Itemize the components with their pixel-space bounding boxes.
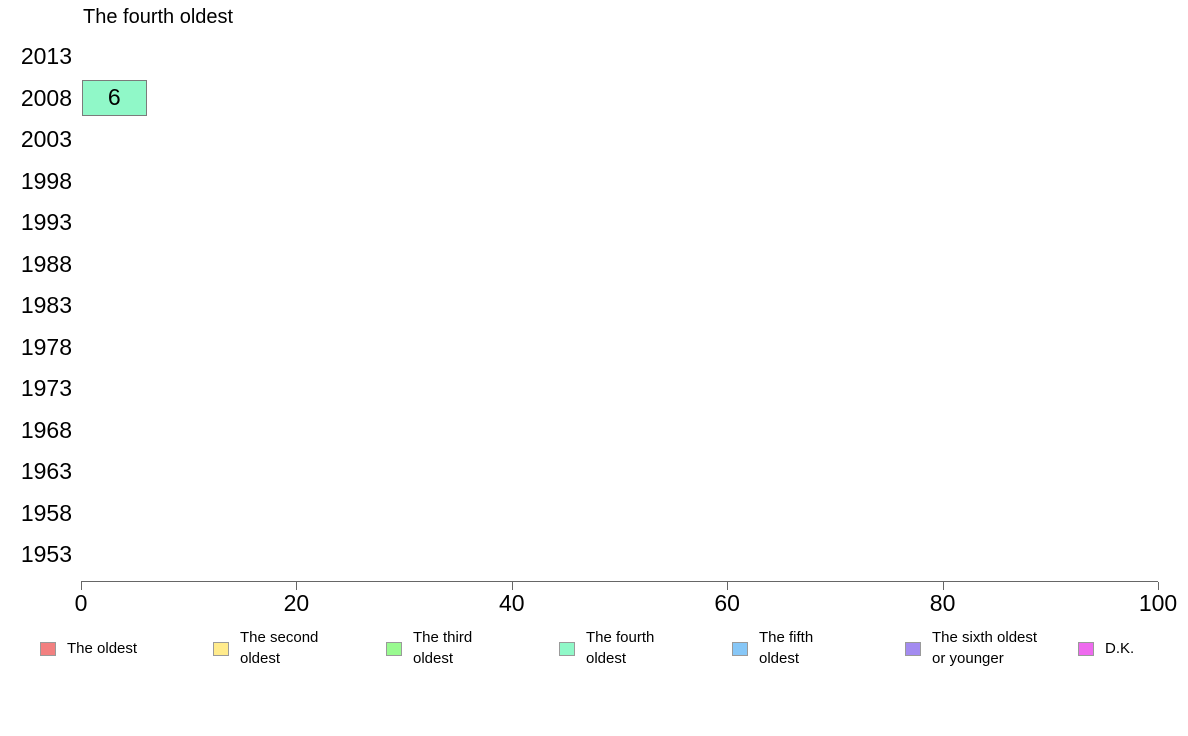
legend-label: The oldest [67, 639, 138, 657]
legend-label: The third oldest [413, 629, 473, 667]
bar-value-label: 6 [107, 84, 121, 110]
legend-swatch-icon [732, 642, 748, 656]
y-axis-label: 2008 [20, 84, 72, 111]
x-axis-tick-label: 100 [1138, 590, 1178, 616]
x-axis-line [81, 581, 1158, 582]
legend-item[interactable]: The sixth oldest or younger [905, 626, 1078, 672]
legend-item[interactable]: The oldest [40, 626, 213, 672]
legend-label: D.K. [1105, 639, 1135, 657]
legend-item[interactable]: The fourth oldest [559, 626, 732, 672]
legend-item[interactable]: D.K. [1078, 626, 1188, 672]
x-axis-tick [81, 582, 82, 590]
legend-item[interactable]: The second oldest [213, 626, 386, 672]
legend-swatch-icon [386, 642, 402, 656]
legend: The oldest The second oldest The third old… [40, 626, 1188, 672]
x-axis-tick-label: 20 [283, 590, 310, 616]
y-axis-label: 1958 [20, 499, 72, 526]
legend-label: The fifth oldest [759, 629, 814, 667]
y-axis-label: 1953 [20, 541, 72, 567]
x-axis-tick-label: 80 [929, 590, 956, 616]
x-axis-tick-label: 40 [499, 590, 525, 616]
legend-swatch-icon [559, 642, 575, 656]
legend-item[interactable]: The third oldest [386, 626, 559, 672]
legend-label: The fourth oldest [586, 629, 655, 667]
x-axis-tick [511, 582, 513, 590]
x-axis-tick-label: 60 [714, 590, 740, 616]
legend-swatch-icon [213, 642, 229, 656]
y-axis-label: 1998 [20, 167, 72, 194]
y-axis-label: 1963 [20, 458, 72, 484]
x-axis-tick [727, 582, 729, 590]
legend-label: The sixth oldest or younger [932, 629, 1038, 667]
legend-swatch-icon [1078, 642, 1094, 656]
bar[interactable]: 6 [82, 79, 147, 116]
legend-item[interactable]: The fifth oldest [732, 626, 905, 672]
y-axis-label: 1988 [20, 250, 72, 277]
y-axis-label: 1978 [20, 333, 72, 360]
y-axis-label: 2013 [20, 43, 72, 69]
legend-swatch-icon [905, 642, 921, 656]
x-axis-tick [942, 582, 944, 590]
y-axis-label: 1993 [20, 209, 72, 235]
legend-label: The second oldest [240, 629, 319, 667]
chart-title: The fourth oldest [83, 6, 234, 28]
y-axis-label: 1968 [20, 416, 72, 443]
x-axis-tick-label: 0 [74, 590, 88, 616]
x-axis-tick [1158, 582, 1159, 590]
y-axis-label: 2003 [20, 126, 72, 152]
y-axis-label: 1983 [20, 292, 72, 318]
y-axis-label: 1973 [20, 375, 72, 401]
x-axis-tick [296, 582, 298, 590]
legend-swatch-icon [40, 642, 56, 656]
